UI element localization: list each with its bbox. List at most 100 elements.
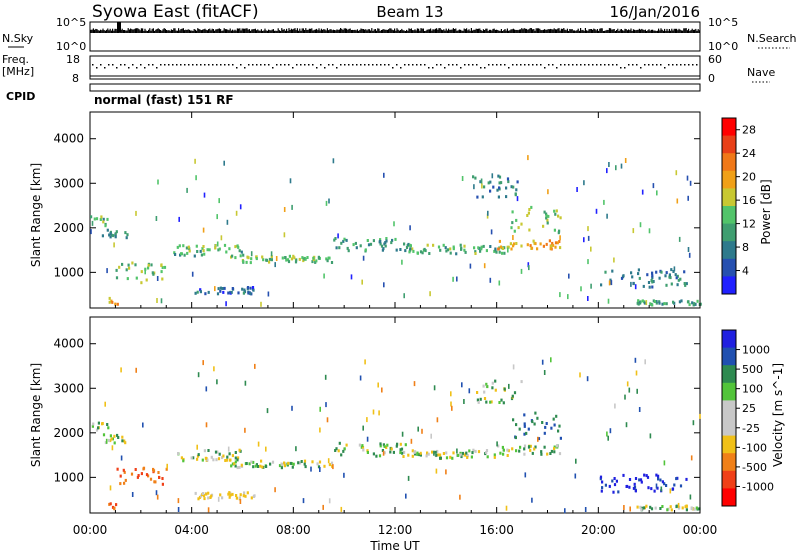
data-cell [311,460,314,464]
data-cell [555,414,558,418]
data-cell [253,494,256,498]
freq-sample [692,64,694,66]
noise-tick-top: 10^5 [56,16,86,29]
data-cell [617,490,620,494]
freq-sample [476,64,478,66]
data-cell [201,492,204,495]
colorbar-tick-label: 16 [742,194,756,207]
scatter-cell [205,422,208,428]
scatter-cell [266,408,269,414]
data-cell [160,270,163,274]
freq-sample [304,64,306,66]
data-cell [552,417,555,421]
data-cell [182,244,185,248]
freq-sample [452,64,454,66]
power-plot-frame [89,111,701,309]
data-cell [542,224,545,228]
data-cell [234,256,237,260]
freq-sample [280,64,282,66]
station-title: Syowa East (fitACF) [92,2,259,22]
freq-sample [568,64,570,66]
data-cell [444,246,447,250]
data-cell [343,447,346,451]
data-cell [680,299,683,303]
data-cell [408,243,412,247]
scatter-cell [327,458,330,464]
scatter-cell [191,271,194,277]
nave-tick-bottom: 0 [708,72,715,85]
data-cell [445,456,449,460]
data-cell [237,245,240,249]
data-cell [109,232,112,235]
scatter-cell [407,475,410,481]
scatter-cell [267,291,270,297]
scatter-cell [435,468,438,474]
data-cell [676,476,679,480]
scatter-cell [421,428,423,434]
freq-sample [584,64,586,66]
data-cell [333,238,336,242]
velocity-plot-frame [89,316,701,514]
data-cell [501,247,505,250]
data-cell [385,446,388,449]
data-cell [545,242,548,246]
data-cell [180,456,183,460]
data-cell [199,494,203,498]
data-cell [652,280,655,283]
data-cell [659,507,662,510]
data-cell [242,259,245,263]
data-cell [442,243,445,247]
scatter-cell [302,498,305,504]
scatter-cell [323,273,325,279]
data-cell [512,242,516,246]
scatter-cell [417,426,419,432]
scatter-cell [655,483,658,489]
data-cell [91,424,94,428]
scatter-cell [459,494,461,500]
data-cell [468,449,471,453]
data-cell [466,453,469,457]
data-cell [284,462,287,466]
power-colorbar: 4 8 12 16 20 24 28 [721,117,756,295]
data-cell [687,300,690,304]
scatter-cell [590,246,592,252]
data-cell [207,491,210,495]
data-cell [147,263,150,267]
freq-sample [656,64,658,66]
data-cell [124,478,127,482]
data-cell [242,291,245,295]
data-cell [228,452,231,456]
colorbar-tick-label: 25 [742,402,756,415]
scatter-cell [410,438,413,444]
scatter-cell [686,175,689,181]
data-cell [685,282,688,286]
data-cell [317,256,321,260]
data-cell [523,444,527,448]
data-cell [678,300,681,304]
scatter-cell [689,494,692,500]
data-cell [601,480,604,484]
data-cell [303,459,307,463]
scatter-cell [383,172,385,178]
freq-sample [636,64,638,66]
data-cell [243,288,246,292]
freq-sample [472,64,474,66]
data-cell [140,281,143,285]
data-cell [93,217,96,221]
data-cell [102,433,106,437]
data-cell [123,439,126,443]
data-cell [116,467,119,471]
freq-sample [604,64,606,66]
data-cell [646,475,650,479]
data-cell [425,454,428,458]
nsky-label: N.Sky [2,32,34,45]
data-cell [651,276,654,280]
data-cell [326,259,329,263]
data-cell [227,291,230,295]
data-cell [399,451,402,455]
data-cell [494,379,497,383]
data-cell [661,480,664,484]
data-cell [499,451,502,455]
scatter-cell [429,291,431,297]
freq-sample [528,64,530,66]
